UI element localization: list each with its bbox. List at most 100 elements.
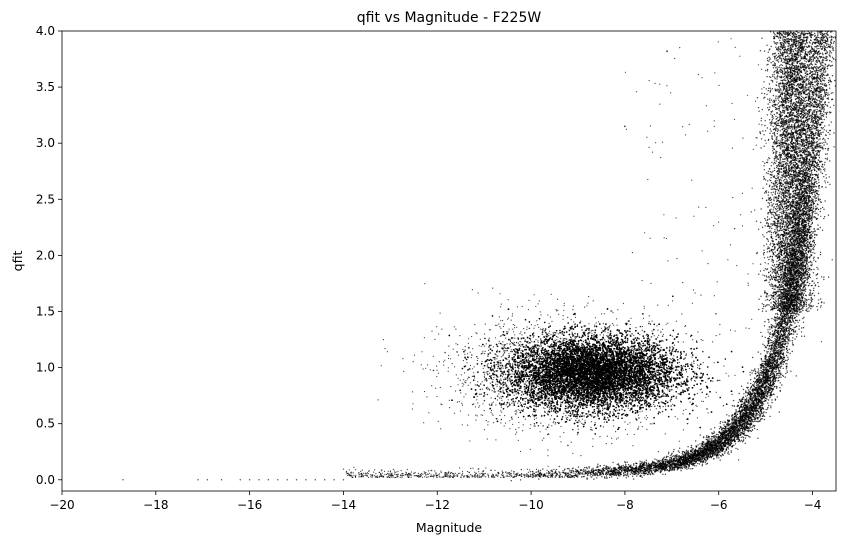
scatter-point (535, 409, 537, 411)
scatter-point (524, 346, 526, 348)
scatter-point (607, 417, 609, 419)
scatter-point (651, 345, 653, 347)
scatter-point (600, 412, 602, 414)
scatter-point (578, 420, 580, 422)
scatter-point (542, 333, 544, 335)
scatter-point (613, 419, 615, 421)
scatter-point (672, 358, 674, 360)
scatter-point (539, 353, 541, 355)
scatter-point (540, 345, 542, 347)
scatter-point (591, 415, 593, 417)
scatter-point (500, 365, 502, 367)
scatter-point (515, 367, 517, 369)
scatter-point (671, 377, 673, 379)
scatter-point (518, 368, 520, 370)
scatter-point (623, 392, 625, 394)
scatter-point (685, 354, 687, 356)
scatter-point (497, 395, 499, 397)
scatter-point (628, 405, 630, 407)
scatter-point (524, 332, 526, 334)
scatter-point (553, 410, 555, 412)
scatter-point (693, 360, 695, 362)
scatter-point (665, 393, 667, 395)
scatter-point (655, 381, 657, 383)
scatter-point (654, 361, 656, 363)
scatter-point (536, 384, 538, 386)
scatter-point (594, 413, 596, 415)
scatter-point (479, 394, 481, 396)
scatter-point (524, 388, 526, 390)
scatter-point (660, 347, 662, 349)
scatter-point (480, 389, 482, 391)
scatter-point (512, 363, 514, 365)
scatter-point (498, 390, 500, 392)
scatter-point (664, 387, 666, 389)
scatter-point (654, 400, 656, 402)
scatter-point (529, 328, 531, 330)
scatter-point (565, 410, 567, 412)
scatter-point (604, 326, 606, 328)
scatter-point (610, 354, 612, 356)
scatter-point (662, 411, 664, 413)
scatter-point (433, 370, 435, 372)
scatter-point (494, 371, 496, 373)
scatter-point (638, 417, 640, 419)
scatter-point (662, 335, 664, 337)
scatter-point (666, 367, 668, 369)
scatter-point (472, 404, 474, 406)
scatter-point (484, 400, 486, 402)
scatter-point (664, 395, 666, 397)
scatter-point (534, 423, 536, 425)
scatter-point (504, 350, 506, 352)
scatter-point (653, 402, 655, 404)
scatter-point (659, 344, 661, 346)
scatter-point (538, 425, 540, 427)
scatter-point (682, 389, 684, 391)
scatter-points (122, 30, 836, 481)
scatter-point (464, 350, 466, 352)
scatter-point (487, 394, 489, 396)
scatter-point (520, 402, 522, 404)
scatter-point (557, 341, 559, 343)
scatter-point (552, 399, 554, 401)
scatter-point (581, 329, 583, 331)
scatter-point (684, 357, 686, 359)
scatter-point (553, 356, 555, 358)
scatter-point (489, 389, 491, 391)
scatter-point (560, 338, 562, 340)
scatter-point (707, 378, 709, 380)
scatter-point (671, 389, 673, 391)
scatter-point (658, 358, 660, 360)
scatter-point (717, 380, 719, 382)
scatter-point (574, 333, 576, 335)
scatter-point (563, 338, 565, 340)
scatter-point (628, 403, 630, 405)
scatter-point (665, 385, 667, 387)
scatter-point (505, 374, 507, 376)
scatter-point (551, 410, 553, 412)
scatter-point (564, 338, 566, 340)
scatter-point (480, 383, 482, 385)
scatter-point (562, 333, 564, 335)
scatter-point (503, 379, 505, 381)
scatter-point (583, 341, 585, 343)
scatter-point (701, 392, 703, 394)
scatter-point (524, 340, 526, 342)
scatter-point (629, 410, 631, 412)
scatter-point (706, 408, 708, 410)
scatter-point (621, 409, 623, 411)
scatter-point (654, 406, 656, 408)
scatter-point (481, 353, 483, 355)
scatter-point (567, 445, 569, 447)
scatter-point (571, 339, 573, 341)
scatter-point (661, 401, 663, 403)
scatter-point (506, 350, 508, 352)
scatter-point (675, 397, 677, 399)
scatter-point (519, 390, 521, 392)
scatter-point (504, 382, 506, 384)
scatter-point (683, 358, 685, 360)
scatter-point (631, 333, 633, 335)
scatter-point (653, 352, 655, 354)
